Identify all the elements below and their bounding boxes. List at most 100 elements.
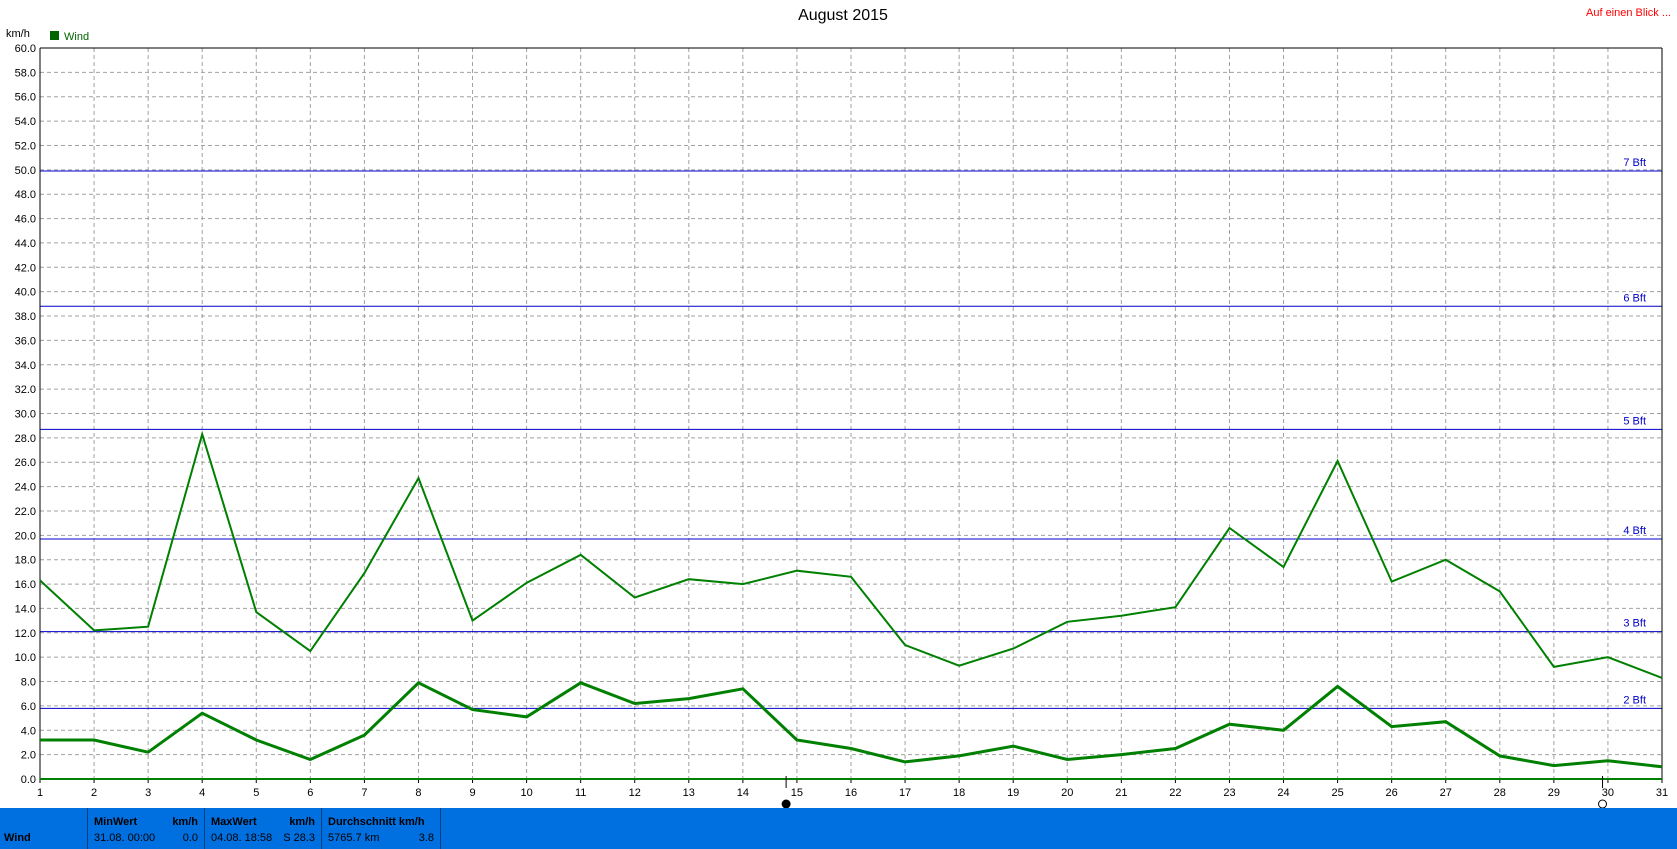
footer-max-head: MaxWert xyxy=(211,816,257,828)
footer-avg-head: Durchschnitt km/h xyxy=(328,816,425,828)
y-tick-label: 0.0 xyxy=(21,774,36,786)
x-tick-label: 27 xyxy=(1440,787,1452,799)
y-tick-label: 10.0 xyxy=(15,652,36,664)
x-tick-label: 23 xyxy=(1223,787,1235,799)
x-tick-label: 8 xyxy=(415,787,421,799)
x-tick-label: 6 xyxy=(307,787,313,799)
footer-name-cell: Wind xyxy=(0,808,88,849)
y-tick-label: 60.0 xyxy=(15,43,36,55)
x-tick-label: 1 xyxy=(37,787,43,799)
y-tick-label: 4.0 xyxy=(21,725,36,737)
legend-swatch xyxy=(50,31,59,40)
footer-series-name: Wind xyxy=(4,832,31,844)
full-moon-icon xyxy=(1598,799,1608,808)
x-tick-label: 16 xyxy=(845,787,857,799)
x-tick-label: 4 xyxy=(199,787,205,799)
y-tick-label: 54.0 xyxy=(15,116,36,128)
footer-avg-value: 3.8 xyxy=(418,832,434,844)
x-tick-label: 26 xyxy=(1386,787,1398,799)
x-tick-label: 5 xyxy=(253,787,259,799)
stats-footer: Wind MinWert km/h 31.08. 00:00 0.0 MaxWe… xyxy=(0,808,1677,849)
y-tick-label: 44.0 xyxy=(15,238,36,250)
moon-markers xyxy=(781,776,1608,808)
beaufort-label: 4 Bft xyxy=(1623,525,1646,537)
x-tick-label: 31 xyxy=(1656,787,1668,799)
x-tick-label: 2 xyxy=(91,787,97,799)
footer-min-head: MinWert xyxy=(94,816,138,828)
x-tick-label: 7 xyxy=(361,787,367,799)
footer-min-unit: km/h xyxy=(172,816,198,828)
x-tick-label: 21 xyxy=(1115,787,1127,799)
y-tick-label: 8.0 xyxy=(21,677,36,689)
x-tick-label: 17 xyxy=(899,787,911,799)
footer-max-date: 04.08. 18:58 xyxy=(211,832,273,844)
y-tick-label: 36.0 xyxy=(15,335,36,347)
y-tick-label: 20.0 xyxy=(15,530,36,542)
x-tick-label: 19 xyxy=(1007,787,1019,799)
y-tick-label: 22.0 xyxy=(15,506,36,518)
footer-max-unit: km/h xyxy=(289,816,315,828)
beaufort-label: 5 Bft xyxy=(1623,415,1646,427)
footer-max-value: S 28.3 xyxy=(283,832,315,844)
x-tick-label: 9 xyxy=(469,787,475,799)
y-tick-label: 40.0 xyxy=(15,287,36,299)
x-tick-label: 12 xyxy=(629,787,641,799)
y-tick-label: 50.0 xyxy=(15,165,36,177)
x-tick-label: 15 xyxy=(791,787,803,799)
y-tick-label: 16.0 xyxy=(15,579,36,591)
footer-min-value: 0.0 xyxy=(182,832,198,844)
series xyxy=(39,430,1663,769)
y-tick-label: 34.0 xyxy=(15,360,36,372)
x-tick-label: 25 xyxy=(1331,787,1343,799)
y-tick-label: 2.0 xyxy=(21,750,36,762)
x-tick-label: 24 xyxy=(1277,787,1289,799)
footer-min-date: 31.08. 00:00 xyxy=(94,832,156,844)
x-tick-label: 20 xyxy=(1061,787,1073,799)
y-tick-label: 24.0 xyxy=(15,482,36,494)
y-axis-unit: km/h xyxy=(6,28,30,40)
x-tick-label: 10 xyxy=(520,787,532,799)
beaufort-label: 2 Bft xyxy=(1623,694,1646,706)
chart-title: August 2015 xyxy=(798,7,888,24)
y-tick-label: 12.0 xyxy=(15,628,36,640)
footer-min-cell: MinWert km/h 31.08. 00:00 0.0 xyxy=(88,808,205,849)
x-tick-label: 29 xyxy=(1548,787,1560,799)
footer-avg-distance: 5765.7 km xyxy=(328,832,380,844)
series-line-avg xyxy=(40,680,1663,769)
y-tick-label: 52.0 xyxy=(15,140,36,152)
x-tick-label: 14 xyxy=(737,787,749,799)
y-tick-label: 14.0 xyxy=(15,603,36,615)
y-tick-label: 30.0 xyxy=(15,409,36,421)
x-tick-label: 11 xyxy=(575,787,586,799)
axes: 0.0 2.0 4.0 6.0 8.0 10.0 12.0 14.0 16.0 18.0 20.0 2… xyxy=(15,43,1669,799)
new-moon-icon xyxy=(781,799,791,808)
y-tick-label: 46.0 xyxy=(15,214,36,226)
beaufort-label: 3 Bft xyxy=(1623,618,1646,630)
y-tick-label: 56.0 xyxy=(15,92,36,104)
wind-chart: August 2015 km/h Wind Auf einen Blick ..… xyxy=(6,7,1671,808)
y-tick-label: 32.0 xyxy=(15,384,36,396)
y-tick-label: 6.0 xyxy=(21,701,36,713)
y-tick-label: 26.0 xyxy=(15,457,36,469)
y-tick-label: 48.0 xyxy=(15,189,36,201)
footer-max-cell: MaxWert km/h 04.08. 18:58 S 28.3 xyxy=(205,808,322,849)
y-tick-label: 42.0 xyxy=(15,262,36,274)
series-line-max xyxy=(39,430,1663,679)
x-tick-label: 3 xyxy=(145,787,151,799)
x-tick-label: 18 xyxy=(953,787,965,799)
x-tick-label: 30 xyxy=(1602,787,1614,799)
footer-avg-cell: Durchschnitt km/h 5765.7 km 3.8 xyxy=(322,808,441,849)
beaufort-label: 7 Bft xyxy=(1623,157,1646,169)
grid xyxy=(40,47,1663,779)
overview-link[interactable]: Auf einen Blick ... xyxy=(1586,7,1671,19)
x-tick-label: 22 xyxy=(1169,787,1181,799)
y-tick-label: 18.0 xyxy=(15,555,36,567)
x-tick-label: 28 xyxy=(1494,787,1506,799)
y-tick-label: 38.0 xyxy=(15,311,36,323)
x-tick-label: 13 xyxy=(683,787,695,799)
y-tick-label: 58.0 xyxy=(15,67,36,79)
beaufort-lines: 2 Bft 3 Bft 4 Bft 5 Bft 6 Bft 7 Bft xyxy=(40,157,1662,709)
beaufort-label: 6 Bft xyxy=(1623,292,1646,304)
legend-entry-wind: Wind xyxy=(64,31,89,43)
y-tick-label: 28.0 xyxy=(15,433,36,445)
